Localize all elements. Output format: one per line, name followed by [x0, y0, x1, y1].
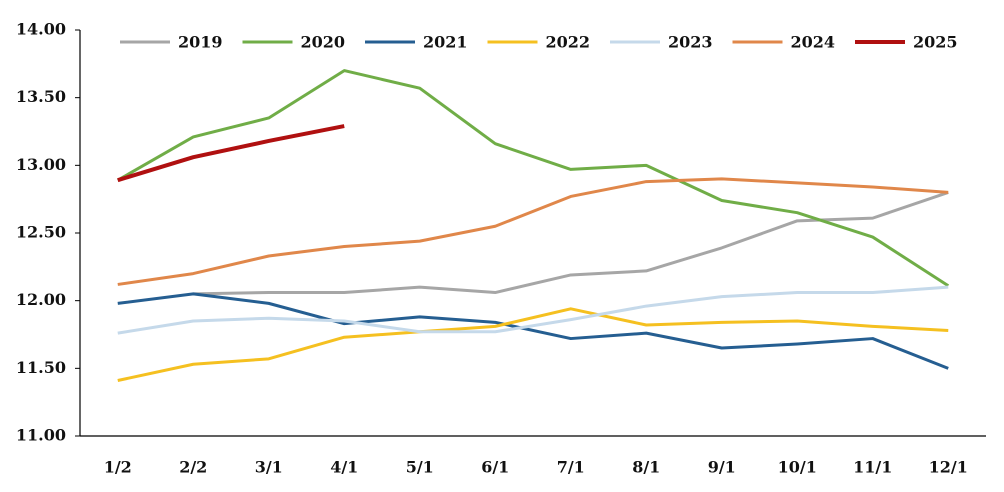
x-tick-label: 10/1 — [778, 458, 817, 477]
y-tick-label: 11.00 — [16, 426, 66, 445]
legend-label: 2022 — [546, 33, 591, 52]
y-tick-label: 13.00 — [16, 155, 66, 174]
legend-label: 2025 — [913, 33, 958, 52]
series-line — [193, 190, 949, 296]
x-tick-label: 5/1 — [406, 458, 434, 477]
x-tick-label: 7/1 — [557, 458, 585, 477]
y-tick-label: 13.50 — [16, 87, 66, 106]
x-tick-label: 11/1 — [853, 458, 892, 477]
y-tick-label: 14.00 — [16, 20, 66, 39]
legend-label: 2024 — [791, 33, 836, 52]
series-line — [117, 177, 949, 286]
legend-label: 2023 — [668, 33, 713, 52]
series-line — [117, 292, 949, 370]
series-line — [117, 124, 345, 183]
series-line — [117, 307, 949, 382]
y-tick-label: 12.50 — [16, 223, 66, 242]
y-tick-label: 11.50 — [16, 358, 66, 377]
x-tick-label: 8/1 — [632, 458, 660, 477]
series-line — [117, 285, 949, 335]
x-tick-label: 1/2 — [104, 458, 132, 477]
y-tick-label: 12.00 — [16, 290, 66, 309]
x-tick-label: 9/1 — [708, 458, 736, 477]
legend-label: 2019 — [178, 33, 223, 52]
x-tick-label: 2/2 — [179, 458, 207, 477]
x-tick-label: 3/1 — [255, 458, 283, 477]
legend-label: 2021 — [423, 33, 468, 52]
x-tick-label: 12/1 — [929, 458, 968, 477]
x-tick-label: 6/1 — [481, 458, 509, 477]
series-line — [117, 69, 950, 288]
legend-label: 2020 — [301, 33, 346, 52]
x-tick-label: 4/1 — [330, 458, 358, 477]
